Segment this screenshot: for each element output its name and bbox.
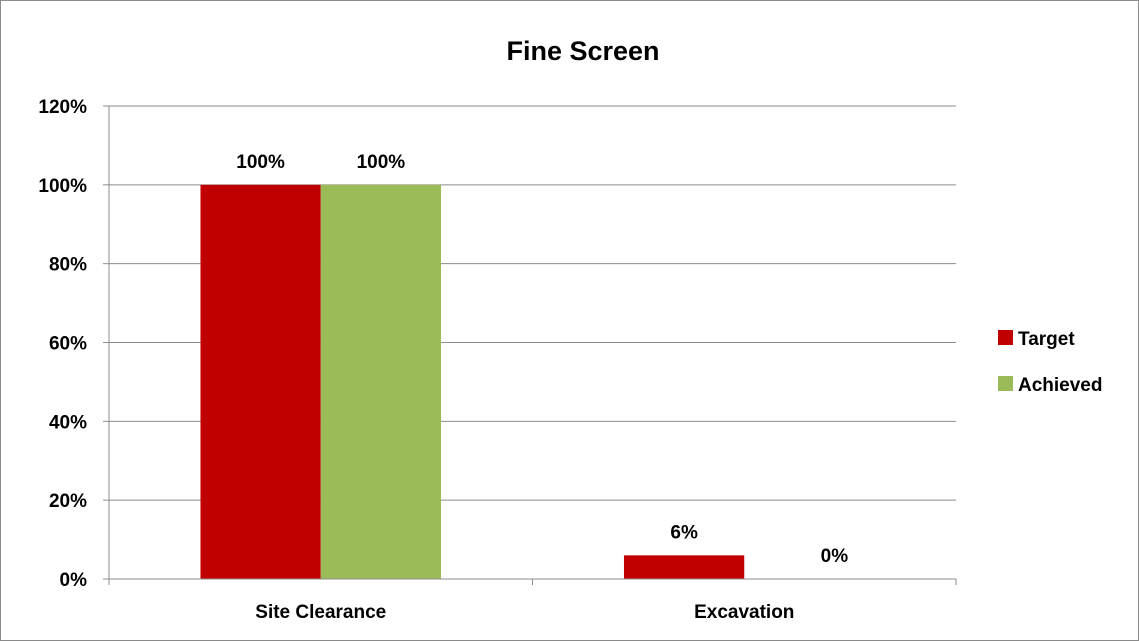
y-tick-label: 80% — [49, 255, 87, 276]
data-label: 100% — [236, 152, 285, 173]
bar-target-1 — [200, 184, 321, 580]
legend-swatch — [998, 330, 1013, 345]
y-tick-label: 100% — [38, 176, 87, 197]
bar-target-2 — [623, 555, 745, 579]
x-tick-label: Excavation — [694, 602, 794, 623]
data-label: 0% — [821, 546, 849, 567]
data-labels: 100% 100% 6% 0% — [236, 152, 848, 567]
data-label: 100% — [357, 152, 406, 173]
x-tick-label: Site Clearance — [255, 602, 386, 623]
legend-item-target: Target — [998, 329, 1075, 350]
legend-label: Target — [1018, 329, 1075, 350]
legend-item-achieved: Achieved — [998, 375, 1102, 396]
y-tick-label: 60% — [49, 334, 87, 355]
data-label: 6% — [670, 522, 698, 543]
y-tick-label: 40% — [49, 412, 87, 433]
bar-achieved-1 — [320, 184, 442, 580]
chart-title: Fine Screen — [506, 36, 659, 66]
legend: Target Achieved — [998, 329, 1102, 396]
bars — [200, 184, 745, 580]
y-tick-label: 20% — [49, 491, 87, 512]
axes: 0% 20% 40% 60% 80% 100% 120% Site Clearance Exca… — [38, 97, 957, 623]
y-tick-label: 120% — [38, 97, 87, 118]
y-tick-label: 0% — [60, 570, 88, 591]
legend-label: Achieved — [1018, 375, 1102, 396]
legend-swatch — [998, 376, 1013, 391]
